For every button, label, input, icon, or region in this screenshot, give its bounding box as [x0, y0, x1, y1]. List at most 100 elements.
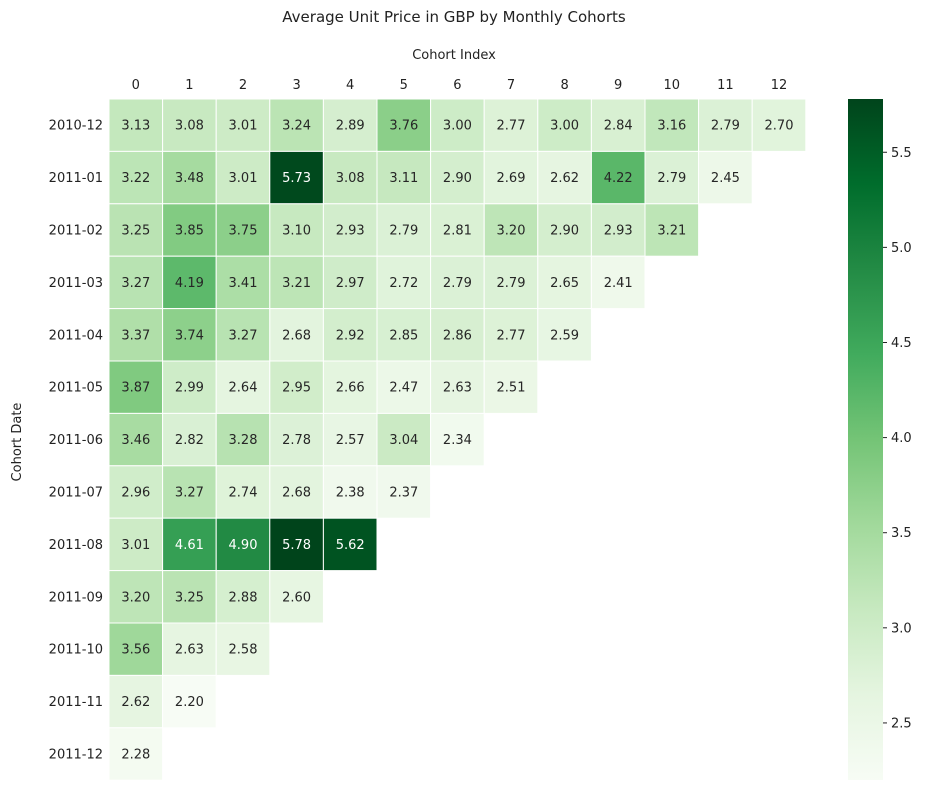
heatmap-cell: [108, 727, 164, 781]
colorbar: 2.5 3.0 3.5 4.0 4.5 5.0 5.5: [848, 99, 912, 780]
cell-value-label: 2.28: [121, 748, 150, 763]
heatmap-cell: [430, 308, 485, 362]
heatmap-cell: [430, 255, 485, 310]
cell-value-label: 2.90: [443, 171, 472, 186]
cell-value-label: 2.79: [711, 119, 740, 134]
heatmap-cell: [269, 465, 324, 519]
cell-value-label: 2.45: [711, 171, 740, 186]
heatmap-cell: [215, 203, 271, 257]
cell-value-label: 3.27: [175, 486, 204, 501]
heatmap-cell: [215, 570, 271, 624]
cell-value-label: 3.87: [121, 381, 150, 396]
x-tick-label: 2: [239, 78, 247, 93]
heatmap-cell: [698, 98, 753, 152]
y-tick-label: 2011-04: [49, 328, 103, 343]
heatmap-cell: [483, 308, 539, 362]
cell-value-label: 2.84: [604, 119, 633, 134]
cell-value-label: 3.22: [121, 171, 150, 186]
heatmap-cell: [215, 412, 271, 467]
cell-value-label: 3.16: [657, 119, 686, 134]
cell-value-label: 3.01: [229, 119, 258, 134]
cell-value-label: 2.62: [121, 695, 150, 710]
cell-value-label: 4.22: [604, 171, 633, 186]
cell-value-label: 2.78: [282, 433, 311, 448]
heatmap-cell: [483, 150, 539, 205]
cell-value-label: 4.19: [175, 276, 204, 291]
y-tick-label: 2011-11: [49, 695, 103, 710]
x-tick-label: 5: [400, 78, 408, 93]
heatmap-cell: [215, 255, 271, 310]
cell-value-label: 3.01: [121, 538, 150, 553]
cell-value-label: 2.92: [336, 328, 365, 343]
cell-value-label: 2.97: [336, 276, 365, 291]
heatmap-cell: [108, 412, 164, 467]
cell-value-label: 2.77: [497, 119, 526, 134]
cell-value-label: 3.25: [121, 224, 150, 239]
cell-value-label: 3.24: [282, 119, 311, 134]
heatmap-cell: [108, 98, 164, 152]
heatmap-cell: [215, 465, 271, 519]
heatmap-cells: 3.13 3.08 3.01 3.24 2.89 3.76 3.00 2.77 3.00 2.84…: [108, 98, 807, 781]
y-tick-label: 2011-03: [49, 276, 103, 291]
cell-value-label: 2.34: [443, 433, 472, 448]
cell-value-label: 2.69: [497, 171, 526, 186]
x-tick-label: 4: [346, 78, 354, 93]
cell-value-label: 3.08: [336, 171, 365, 186]
x-tick-label: 8: [560, 78, 568, 93]
cell-value-label: 2.89: [336, 119, 365, 134]
heatmap-cell: [376, 360, 432, 414]
cell-value-label: 3.01: [229, 171, 258, 186]
x-tick-label: 12: [771, 78, 788, 93]
colorbar-tick-label: 3.0: [891, 621, 912, 636]
heatmap-cell: [322, 412, 378, 467]
y-tick-label: 2011-09: [49, 590, 103, 605]
y-tick-labels: 2010-12 2011-01 2011-02 2011-03 2011-04 2011-…: [49, 119, 103, 763]
heatmap-cell: [376, 412, 432, 467]
x-tick-label: 6: [453, 78, 461, 93]
heatmap-cell: [269, 570, 324, 624]
heatmap-cell: [162, 622, 217, 676]
heatmap-cell: [537, 150, 592, 205]
y-tick-label: 2010-12: [49, 119, 103, 134]
heatmap-cell: [215, 622, 271, 676]
heatmap-cell: [162, 98, 217, 152]
cell-value-label: 2.95: [282, 381, 311, 396]
heatmap-cell: [322, 150, 378, 205]
colorbar-gradient: [848, 99, 883, 780]
y-axis-label: Cohort Date: [10, 403, 25, 482]
cell-value-label: 2.51: [497, 381, 526, 396]
x-tick-label: 3: [292, 78, 300, 93]
cell-value-label: 2.62: [550, 171, 579, 186]
cell-value-label: 2.85: [389, 328, 418, 343]
cell-value-label: 4.61: [175, 538, 204, 553]
heatmap-cell: [751, 98, 807, 152]
cell-value-label: 3.85: [175, 224, 204, 239]
cell-value-label: 5.62: [336, 538, 365, 553]
cell-value-label: 3.00: [550, 119, 579, 134]
cell-value-label: 2.96: [121, 486, 150, 501]
cell-value-label: 5.73: [282, 171, 311, 186]
cell-value-label: 2.38: [336, 486, 365, 501]
cell-value-label: 2.79: [443, 276, 472, 291]
cell-value-label: 2.59: [550, 328, 579, 343]
cell-value-label: 2.70: [765, 119, 794, 134]
heatmap-cell: [269, 203, 324, 257]
cell-value-label: 2.47: [389, 381, 418, 396]
cell-value-label: 2.58: [229, 643, 258, 658]
cell-value-label: 2.93: [604, 224, 633, 239]
heatmap-cell: [162, 517, 217, 572]
heatmap-cell: [376, 465, 432, 519]
heatmap-cell: [108, 255, 164, 310]
cell-value-label: 4.90: [229, 538, 258, 553]
x-tick-label: 10: [664, 78, 681, 93]
cell-value-label: 3.76: [389, 119, 418, 134]
heatmap-cell: [483, 360, 539, 414]
cell-value-label: 3.48: [175, 171, 204, 186]
cell-value-label: 2.63: [175, 643, 204, 658]
heatmap-cell: [108, 150, 164, 205]
cell-value-label: 3.74: [175, 328, 204, 343]
cell-value-label: 3.21: [282, 276, 311, 291]
heatmap-cell: [215, 98, 271, 152]
y-tick-label: 2011-05: [49, 381, 103, 396]
heatmap-cell: [162, 203, 217, 257]
